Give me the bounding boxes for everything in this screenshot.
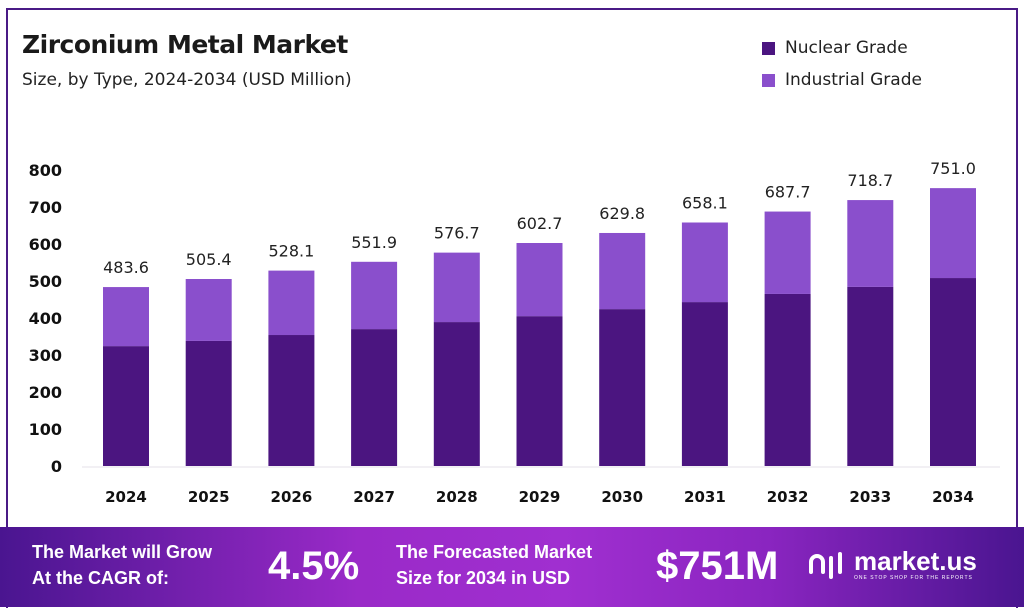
x-tick-label: 2025 [188, 488, 230, 506]
y-tick-label: 0 [51, 457, 62, 476]
forecast-line1: The Forecasted Market [396, 542, 593, 562]
x-tick-label: 2033 [849, 488, 891, 506]
bar-nuclear-2031 [681, 302, 728, 466]
legend: Nuclear Grade Industrial Grade [762, 32, 922, 96]
y-tick-label: 500 [29, 272, 62, 291]
footer-banner: The Market will Grow At the CAGR of: 4.5%… [0, 527, 1024, 607]
bar-nuclear-2025 [185, 340, 232, 466]
x-tick-label: 2031 [684, 488, 726, 506]
bar-nuclear-2029 [516, 316, 563, 466]
logo-name: market.us [854, 546, 977, 576]
chart-subtitle: Size, by Type, 2024-2034 (USD Million) [22, 70, 352, 90]
legend-label: Nuclear Grade [785, 38, 908, 58]
bar-nuclear-2033 [847, 286, 894, 466]
bar-industrial-2027 [351, 261, 398, 330]
legend-label: Industrial Grade [785, 70, 922, 90]
y-tick-label: 300 [29, 346, 62, 365]
data-label: 528.1 [268, 242, 314, 261]
bar-nuclear-2034 [930, 278, 976, 466]
data-label: 602.7 [517, 214, 563, 233]
bar-nuclear-2027 [351, 329, 398, 466]
bar-nuclear-2032 [764, 293, 811, 466]
data-label: 751.0 [930, 159, 976, 178]
bar-industrial-2031 [681, 222, 728, 303]
data-label: 658.1 [682, 194, 728, 213]
data-label: 551.9 [351, 233, 397, 252]
legend-item-nuclear: Nuclear Grade [762, 32, 922, 64]
cagr-line1: The Market will Grow [32, 542, 213, 562]
x-tick-label: 2032 [767, 488, 809, 506]
bar-nuclear-2024 [103, 346, 149, 466]
market-us-logo: market.us ONE STOP SHOP FOR THE REPORTS [808, 547, 977, 582]
forecast-line2: Size for 2034 in USD [396, 568, 571, 588]
x-tick-label: 2030 [601, 488, 643, 506]
data-label: 687.7 [765, 183, 811, 202]
x-tick-label: 2034 [932, 488, 974, 506]
bar-industrial-2028 [433, 252, 480, 323]
logo-icon [809, 551, 842, 579]
y-tick-label: 700 [29, 198, 62, 217]
cagr-line2: At the CAGR of: [32, 568, 169, 588]
y-tick-label: 600 [29, 235, 62, 254]
bar-industrial-2025 [185, 279, 232, 341]
bar-industrial-2024 [103, 287, 149, 347]
legend-item-industrial: Industrial Grade [762, 64, 922, 96]
x-tick-label: 2029 [519, 488, 561, 506]
x-tick-label: 2028 [436, 488, 478, 506]
bar-nuclear-2026 [268, 335, 315, 466]
y-tick-label: 200 [29, 383, 62, 402]
forecast-value: $751M [656, 544, 779, 588]
bar-industrial-2026 [268, 270, 315, 336]
bar-nuclear-2028 [433, 322, 480, 466]
legend-swatch-industrial [762, 73, 775, 87]
x-tick-label: 2026 [271, 488, 313, 506]
bar-industrial-2030 [599, 232, 646, 310]
data-label: 629.8 [599, 204, 645, 223]
bar-industrial-2029 [516, 243, 563, 317]
data-label: 718.7 [847, 171, 893, 190]
bar-industrial-2034 [930, 188, 976, 279]
chart-frame [6, 8, 1018, 608]
data-label: 576.7 [434, 224, 480, 243]
legend-swatch-nuclear [762, 41, 775, 55]
data-label: 505.4 [186, 250, 232, 269]
bar-industrial-2033 [847, 200, 894, 287]
cagr-label: The Market will Grow At the CAGR of: [32, 539, 212, 591]
x-tick-label: 2024 [105, 488, 147, 506]
y-tick-label: 400 [29, 309, 62, 328]
logo-tagline: ONE STOP SHOP FOR THE REPORTS [854, 575, 973, 581]
bar-nuclear-2030 [599, 309, 646, 466]
y-tick-label: 800 [29, 161, 62, 180]
y-tick-label: 100 [29, 420, 62, 439]
data-label: 483.6 [103, 258, 149, 277]
x-tick-label: 2027 [353, 488, 395, 506]
cagr-value: 4.5% [268, 544, 360, 588]
forecast-label: The Forecasted Market Size for 2034 in US… [396, 539, 592, 591]
bar-chart: 0 100 200 300 400 500 600 700 800 483.6 2024 505.4 2… [29, 159, 1000, 506]
bar-industrial-2032 [764, 211, 811, 294]
chart-title: Zirconium Metal Market [22, 30, 348, 59]
